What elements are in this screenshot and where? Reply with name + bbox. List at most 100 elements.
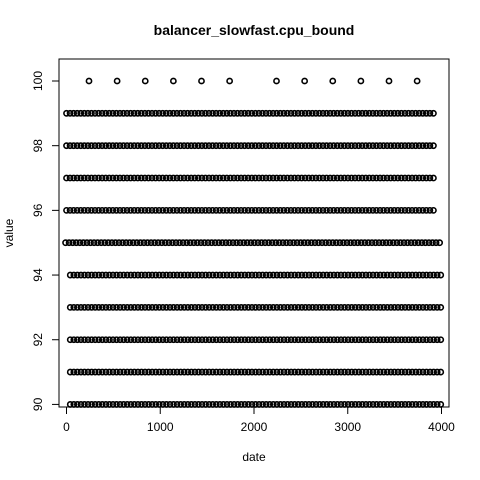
data-point <box>358 368 366 376</box>
data-point <box>77 206 85 214</box>
data-point <box>272 239 280 247</box>
data-point <box>401 336 409 344</box>
data-point <box>227 271 234 279</box>
data-point <box>341 336 348 344</box>
data-point <box>120 303 128 311</box>
data-point <box>70 142 78 150</box>
data-point <box>291 206 298 214</box>
data-point <box>430 174 437 182</box>
data-point <box>166 368 174 376</box>
data-point <box>163 368 170 376</box>
data-point <box>98 271 106 279</box>
data-point <box>312 206 320 214</box>
x-tick-label: 4000 <box>428 420 455 434</box>
data-point <box>301 336 309 344</box>
data-point <box>104 239 112 247</box>
data-point <box>373 142 380 150</box>
data-point <box>344 303 352 311</box>
data-point <box>369 368 377 376</box>
data-point <box>195 271 202 279</box>
data-point <box>148 336 156 344</box>
data-point <box>191 142 199 150</box>
data-point <box>287 142 295 150</box>
data-point <box>161 239 169 247</box>
data-point <box>102 303 110 311</box>
data-point <box>429 239 436 247</box>
data-point <box>355 271 363 279</box>
data-point <box>102 142 110 150</box>
data-point <box>312 174 320 182</box>
data-point <box>88 271 96 279</box>
data-point <box>202 174 209 182</box>
data-point <box>383 303 391 311</box>
data-point <box>237 174 245 182</box>
data-point <box>337 368 345 376</box>
data-point <box>180 174 188 182</box>
data-point <box>334 368 341 376</box>
data-point <box>329 77 337 85</box>
data-point <box>294 142 302 150</box>
data-point <box>255 303 263 311</box>
data-point <box>120 368 128 376</box>
data-point <box>69 239 77 247</box>
data-point <box>348 174 355 182</box>
data-point <box>148 174 156 182</box>
data-point <box>70 271 78 279</box>
data-point <box>358 206 366 214</box>
data-point <box>152 303 160 311</box>
data-point <box>380 174 387 182</box>
data-point <box>209 336 217 344</box>
data-point <box>323 142 330 150</box>
data-point <box>223 303 231 311</box>
data-point <box>220 368 227 376</box>
data-point <box>63 206 70 214</box>
data-point <box>248 271 256 279</box>
data-point <box>205 271 213 279</box>
data-point <box>419 174 427 182</box>
data-point <box>262 142 270 150</box>
data-point <box>113 77 121 85</box>
data-point <box>266 336 274 344</box>
data-point <box>415 142 423 150</box>
data-point <box>248 109 256 117</box>
data-point <box>191 206 199 214</box>
data-point <box>70 174 78 182</box>
data-point <box>105 142 113 150</box>
data-point <box>123 142 131 150</box>
data-point <box>348 206 355 214</box>
data-point <box>250 239 258 247</box>
data-point <box>148 142 156 150</box>
data-point <box>177 142 184 150</box>
data-point <box>419 271 427 279</box>
data-point <box>405 336 413 344</box>
data-point <box>426 174 434 182</box>
data-point <box>344 336 352 344</box>
data-point <box>216 142 224 150</box>
data-point <box>109 109 117 117</box>
data-point <box>237 368 245 376</box>
data-point <box>319 271 327 279</box>
data-point <box>373 368 381 376</box>
data-point <box>355 174 363 182</box>
data-point <box>334 303 341 311</box>
data-point <box>106 271 113 279</box>
data-point <box>380 142 387 150</box>
data-point <box>81 303 88 311</box>
data-point <box>191 368 199 376</box>
data-point <box>180 336 188 344</box>
data-point <box>216 206 224 214</box>
data-point <box>355 303 363 311</box>
data-point <box>236 239 244 247</box>
data-point <box>187 336 195 344</box>
data-point <box>290 239 297 247</box>
data-point <box>137 109 145 117</box>
data-point <box>291 174 298 182</box>
data-point <box>209 303 217 311</box>
data-point <box>333 174 341 182</box>
data-point <box>237 109 245 117</box>
data-point <box>351 271 359 279</box>
data-point <box>91 206 99 214</box>
data-point <box>305 142 313 150</box>
data-point <box>234 174 241 182</box>
data-point <box>73 303 81 311</box>
